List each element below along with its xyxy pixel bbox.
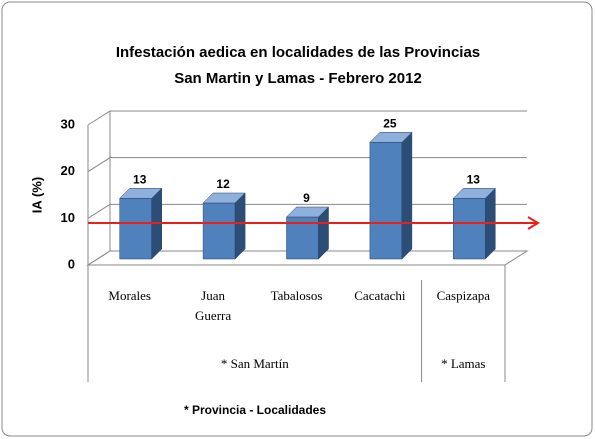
bar: [452, 187, 496, 260]
y-tick-label: 10: [61, 210, 75, 225]
x-tick-label: Caspizapa: [437, 288, 491, 303]
y-tick-label: 30: [61, 116, 75, 131]
bar-top: [202, 192, 246, 204]
bar-front: [369, 142, 403, 260]
bar-top: [452, 188, 496, 199]
chart-title: San Martin y Lamas - Febrero 2012: [174, 70, 422, 87]
bar-side: [234, 192, 246, 260]
x-tick-label: Cacatachi: [354, 288, 406, 303]
bar-top: [119, 188, 163, 199]
value-label: 12: [216, 177, 230, 191]
x-tick-label: Morales: [108, 288, 151, 303]
chart-title: Infestación aedica en localidades de las…: [116, 44, 480, 61]
value-label: 13: [467, 173, 481, 187]
bar-front: [119, 198, 152, 260]
bar: [202, 192, 246, 260]
footer: * Provincia - Localidades: [184, 403, 326, 417]
reference-arrow: [527, 216, 540, 230]
bar: [119, 187, 163, 260]
bar-front: [453, 198, 486, 260]
bar-top: [285, 206, 330, 218]
bar: [285, 206, 330, 260]
value-label: 13: [133, 173, 147, 187]
group-label: * Lamas: [441, 356, 485, 371]
bar-side: [401, 131, 413, 260]
x-tick-label: Juan: [201, 288, 225, 303]
x-tick-label: Guerra: [195, 308, 231, 323]
y-tick-label: 0: [68, 256, 75, 271]
grid-line: [87, 110, 527, 126]
value-label: 9: [303, 191, 310, 205]
group-label: * San Martín: [221, 356, 289, 371]
value-label: 25: [383, 117, 397, 131]
x-tick-label: Tabalosos: [271, 288, 323, 303]
bar-top: [369, 132, 413, 143]
y-axis-label: IA (%): [29, 177, 44, 213]
y-tick-label: 20: [61, 163, 75, 178]
bar-front: [202, 202, 236, 260]
bar: [369, 131, 413, 260]
